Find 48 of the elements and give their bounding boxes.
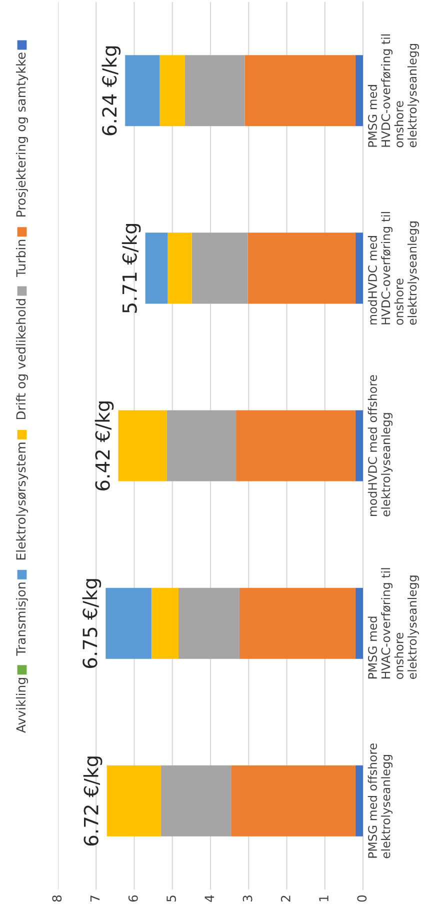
bar (184, 55, 245, 126)
legend-label: Prosjektering og samtykke (16, 52, 28, 216)
bar (151, 588, 178, 659)
bar (192, 232, 248, 304)
bar (145, 232, 168, 304)
y-tick-label: modHVDC med HVDC-overføring til onshore elektrolyseanlegg (368, 212, 419, 325)
legend-label: Turbin (16, 240, 26, 278)
bar (231, 765, 356, 836)
y-tick-label: PMSG med HVDC-overføring til onshore elektrolyseanlegg (368, 34, 419, 148)
x-tick-label: 2 (280, 896, 290, 902)
x-tick-label: 8 (52, 895, 62, 902)
bar (106, 588, 152, 659)
total-label: 6.42 €/kg (94, 402, 114, 490)
bar (355, 55, 363, 126)
x-tick-label: 7 (90, 896, 100, 902)
total-label: 6.75 €/kg (82, 579, 102, 668)
x-tick-label: 6 (128, 895, 138, 902)
legend-label: Transmisjon (16, 582, 28, 656)
legend-label: Elektrolysørsystem (16, 442, 28, 560)
x-tick-label: 0 (357, 895, 367, 902)
total-label: 6.24 €/kg (102, 46, 121, 136)
bar (166, 410, 236, 482)
bar (244, 55, 356, 126)
bar (355, 232, 363, 304)
bar (355, 765, 363, 836)
bar (236, 410, 356, 482)
bar (160, 765, 232, 836)
bar (118, 410, 167, 482)
y-tick-label: PMSG med HVAC-overføring til onshore elektrolyseanlegg (368, 568, 419, 679)
x-tick-label: 1 (319, 896, 328, 902)
bar (168, 232, 192, 304)
total-label: 6.72 €/kg (83, 756, 102, 846)
x-tick-label: 4 (204, 895, 214, 902)
legend-label: Avvikling (16, 678, 28, 733)
bar (106, 765, 161, 836)
bar (239, 588, 356, 659)
legend-label: Drift og vedlikehold (16, 299, 28, 420)
bar (178, 588, 240, 659)
bar (355, 410, 363, 482)
y-tick-label: PMSG med offshore elektrolyseanlegg (368, 744, 393, 858)
bar (355, 588, 363, 659)
bar (248, 232, 356, 304)
total-label: 5.71 €/kg (122, 224, 141, 313)
bar (125, 55, 160, 126)
y-tick-label: modHVDC med offshore elektrolyseanlegg (368, 375, 393, 516)
x-tick-label: 3 (242, 896, 252, 902)
x-tick-label: 5 (166, 896, 176, 902)
bar (160, 55, 185, 126)
